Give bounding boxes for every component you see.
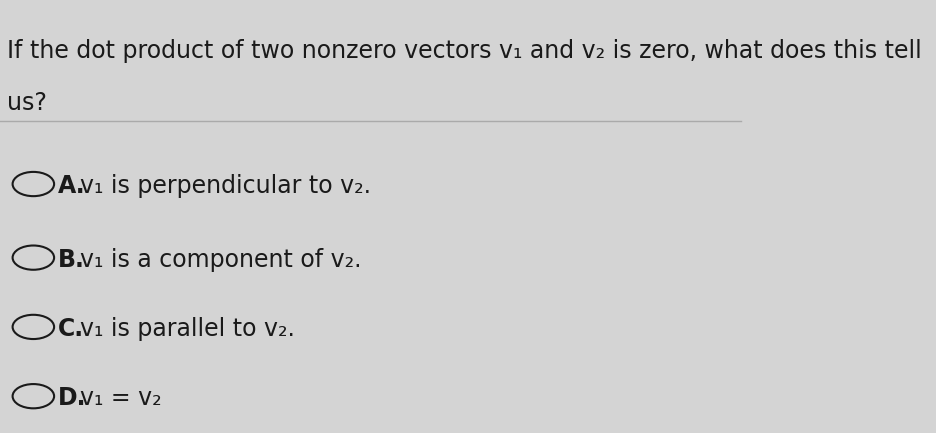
Text: If the dot product of two nonzero vectors v₁ and v₂ is zero, what does this tell: If the dot product of two nonzero vector… [7, 39, 921, 63]
Text: C.: C. [58, 317, 84, 341]
Text: v₁ is parallel to v₂.: v₁ is parallel to v₂. [80, 317, 295, 341]
Text: v₁ is perpendicular to v₂.: v₁ is perpendicular to v₂. [80, 174, 371, 198]
Text: D.: D. [58, 386, 86, 410]
Text: B.: B. [58, 248, 84, 272]
Text: A.: A. [58, 174, 85, 198]
Text: v₁ = v₂: v₁ = v₂ [80, 386, 162, 410]
Text: v₁ is a component of v₂.: v₁ is a component of v₂. [80, 248, 361, 272]
Text: us?: us? [7, 91, 47, 115]
